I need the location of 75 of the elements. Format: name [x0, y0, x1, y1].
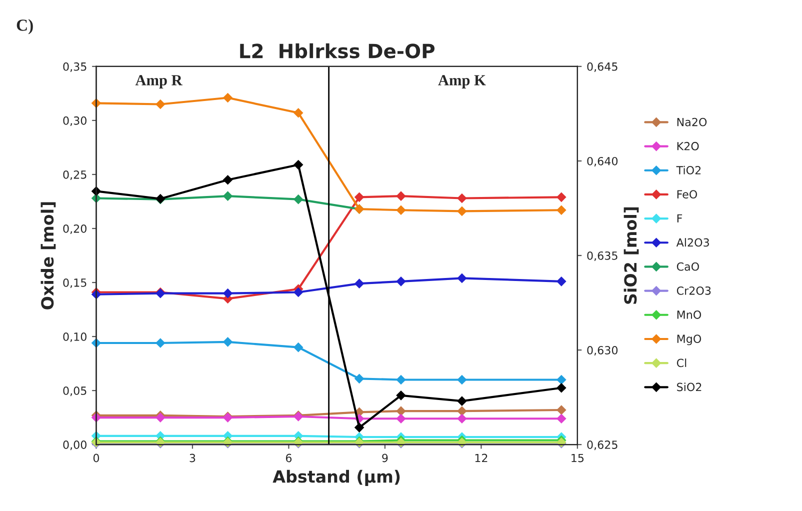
y2-tick-label: 0,625: [587, 440, 618, 450]
point: [556, 383, 566, 392]
x-tick-label: 15: [572, 454, 584, 462]
point: [556, 414, 566, 424]
point: [457, 396, 467, 406]
point: [556, 276, 566, 286]
legend-label: SiO2: [677, 382, 702, 392]
point: [396, 375, 406, 384]
legend-label: Na2O: [677, 118, 707, 126]
y-tick-label: 0,00: [63, 440, 86, 450]
legend-label: Al2O3: [676, 238, 709, 247]
point: [294, 160, 303, 170]
x-tick-label: 3: [190, 454, 196, 462]
y2-tick-label: 0,635: [587, 251, 618, 262]
point: [556, 206, 566, 215]
y2-tick-label: 0,630: [587, 346, 618, 356]
point: [294, 288, 303, 297]
point: [156, 338, 166, 348]
annotation: Amp K: [438, 75, 486, 88]
y2-axis-title: SiO2 [mol]: [624, 207, 639, 304]
legend-label: MgO: [677, 334, 702, 346]
point: [354, 374, 364, 384]
x-tick-label: 9: [382, 454, 388, 462]
point: [294, 194, 303, 204]
point: [294, 342, 303, 352]
y-tick-label: 0,20: [63, 224, 86, 234]
x-tick-label: 12: [475, 454, 488, 462]
legend-label: F: [677, 214, 682, 222]
y2-tick-label: 0,640: [587, 156, 618, 166]
x-tick-label: 0: [93, 454, 100, 462]
point: [556, 405, 566, 415]
point: [457, 414, 467, 424]
point: [396, 206, 406, 215]
point: [457, 375, 467, 384]
legend-label: K2O: [677, 142, 699, 150]
y-tick-label: 0,25: [63, 170, 86, 180]
point: [556, 192, 566, 202]
point: [396, 414, 406, 424]
point: [457, 206, 467, 216]
point: [396, 191, 406, 201]
point: [457, 274, 467, 283]
y2-tick-label: 0,645: [587, 62, 618, 72]
legend-label: Cr2O3: [676, 286, 711, 295]
legend-label: MnO: [677, 310, 702, 319]
point: [223, 175, 232, 184]
y-axis-title: Oxide [mol]: [40, 202, 56, 310]
point: [156, 100, 166, 109]
y-tick-label: 0,10: [63, 332, 86, 342]
y-tick-label: 0,05: [63, 386, 86, 396]
x-axis-title: Abstand (µm): [272, 470, 400, 486]
point: [223, 93, 232, 102]
legend-label: Cl: [676, 358, 686, 368]
point: [396, 406, 406, 416]
chart-title: L2 Hblrkss De-OP: [240, 43, 435, 58]
point: [354, 278, 364, 288]
legend-label: FeO: [677, 190, 698, 199]
point: [354, 192, 364, 202]
point: [457, 194, 467, 203]
y-tick-label: 0,30: [63, 116, 86, 126]
point: [556, 375, 566, 384]
point: [294, 108, 303, 118]
point: [396, 276, 406, 286]
y-tick-label: 0,15: [63, 278, 86, 288]
point: [457, 406, 467, 416]
legend-label: CaO: [676, 262, 699, 271]
text: C): [16, 19, 33, 34]
annotation: Amp R: [135, 75, 182, 88]
point: [354, 422, 364, 432]
x-tick-label: 6: [286, 454, 292, 462]
point: [396, 390, 406, 400]
legend-label: TiO2: [676, 166, 701, 174]
y-tick-label: 0,35: [63, 62, 86, 72]
point: [223, 191, 232, 201]
point: [223, 288, 232, 298]
point: [223, 337, 232, 347]
